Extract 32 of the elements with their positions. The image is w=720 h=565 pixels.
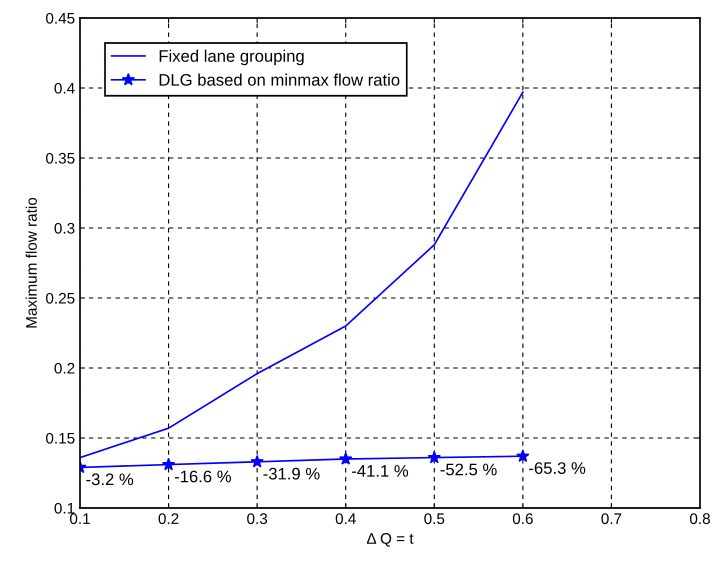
y-tick-label: 0.3 — [54, 222, 74, 234]
legend-label: DLG based on minmax flow ratio — [160, 74, 400, 86]
legend-label: Fixed lane grouping — [160, 50, 304, 66]
annotation: -16.6 % — [174, 470, 231, 482]
annotation: -52.5 % — [440, 464, 497, 476]
point — [162, 458, 176, 470]
y-axis-title: Maximum flow ratio — [26, 198, 37, 328]
point — [339, 452, 352, 465]
x-tick-label: 0.1 — [70, 513, 90, 524]
y-tick-label: 0.2 — [54, 362, 74, 374]
annotation: -65.3 % — [529, 462, 586, 474]
x-tick-label: 0.4 — [336, 513, 356, 524]
x-tick-label: 0.8 — [690, 513, 710, 524]
x-tick-label: 0.7 — [601, 513, 622, 524]
y-tick-label: 0.35 — [46, 152, 74, 164]
y-tick-label: 0.1 — [54, 502, 74, 514]
x-tick-label: 0.5 — [424, 513, 444, 524]
y-tick-label: 0.25 — [46, 292, 74, 304]
x-tick-label: 0.6 — [512, 513, 533, 524]
line-series — [80, 91, 524, 458]
annotation: -31.9 % — [263, 468, 320, 480]
annotation: -3.2 % — [86, 473, 134, 486]
x-tick-label: 0.3 — [247, 513, 268, 524]
point — [250, 454, 264, 468]
y-tick-label: 0.45 — [46, 12, 74, 24]
x-axis-title: Δ Q = t — [366, 533, 414, 547]
y-tick-label: 0.4 — [54, 82, 75, 94]
y-tick-label: 0.15 — [46, 432, 74, 444]
point — [516, 449, 530, 462]
point — [428, 450, 441, 464]
x-tick-label: 0.2 — [158, 513, 178, 524]
annotation: -41.1 % — [352, 465, 408, 477]
